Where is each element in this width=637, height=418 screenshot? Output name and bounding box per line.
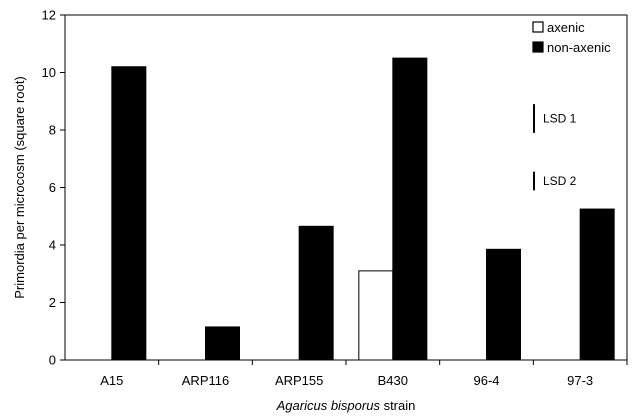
legend-swatch-non-axenic: [532, 41, 544, 53]
y-tick-label: 0: [49, 353, 56, 368]
bar-axenic-B430: [358, 270, 394, 361]
lsd-markers: LSD 1 LSD 2: [533, 104, 577, 191]
legend-label-axenic: axenic: [547, 20, 585, 35]
bar-non-axenic-96-4: [486, 248, 521, 361]
bar-non-axenic-B430: [392, 57, 428, 361]
x-tick-label: B430: [378, 373, 408, 388]
axes: [60, 14, 628, 365]
y-tick-label: 8: [49, 123, 56, 138]
bar-non-axenic-ARP155: [298, 225, 334, 361]
x-tick-label: ARP116: [182, 373, 229, 388]
legend: axenic non-axenic: [532, 20, 611, 55]
y-tick-label: 4: [49, 238, 56, 253]
x-tick-label: 97-3: [567, 373, 593, 388]
x-tick-label: A15: [100, 373, 123, 388]
y-axis-label: Primordia per microcosm (square root): [12, 76, 27, 299]
bars: [111, 57, 615, 361]
bar-non-axenic-A15: [111, 66, 147, 361]
lsd-label: LSD 1: [543, 112, 577, 126]
y-tick-label: 12: [42, 8, 56, 23]
lsd-label: LSD 2: [543, 174, 577, 188]
bar-non-axenic-ARP116: [205, 326, 240, 361]
x-axis-label-species: Agaricus bisporus: [276, 398, 381, 413]
y-tick-label: 6: [49, 180, 56, 195]
x-axis-label: Agaricus bisporus strain: [276, 398, 416, 413]
x-axis-label-suffix: strain: [380, 398, 415, 413]
bar-non-axenic-97-3: [579, 208, 615, 361]
legend-label-non-axenic: non-axenic: [547, 40, 611, 55]
legend-swatch-axenic: [532, 21, 544, 33]
y-tick-label: 10: [42, 65, 56, 80]
x-tick-label: ARP155: [275, 373, 323, 388]
x-tick-label: 96-4: [473, 373, 499, 388]
tick-labels: 0 2 4 6 8 10 12 A15 ARP116 ARP155 B430 96-4 97-3: [42, 8, 594, 389]
y-tick-label: 2: [49, 295, 56, 310]
